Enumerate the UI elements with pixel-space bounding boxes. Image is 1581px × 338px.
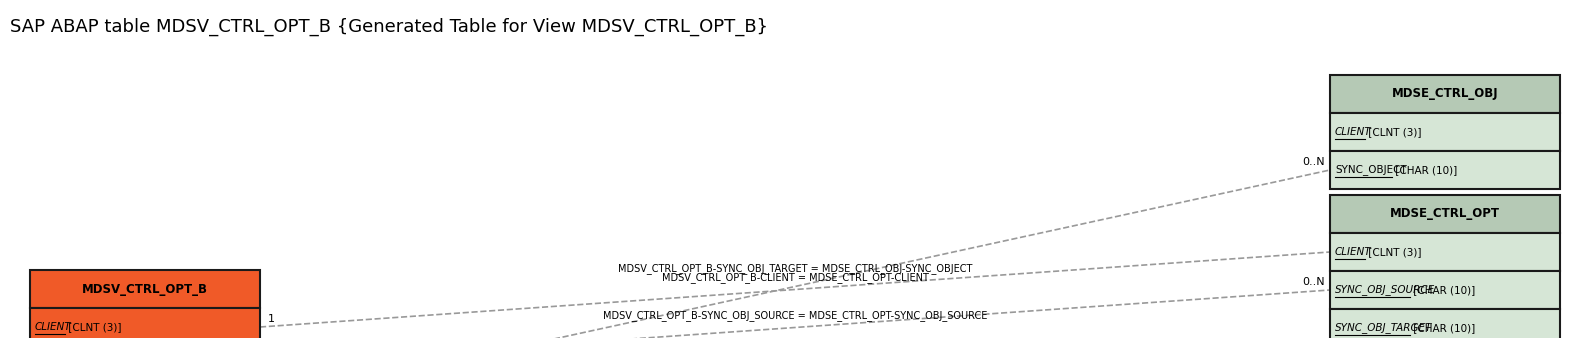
FancyBboxPatch shape — [1330, 113, 1560, 151]
Text: [CHAR (10)]: [CHAR (10)] — [1410, 285, 1475, 295]
Text: MDSE_CTRL_OBJ: MDSE_CTRL_OBJ — [1391, 88, 1499, 100]
FancyBboxPatch shape — [30, 308, 259, 338]
Text: SYNC_OBJ_TARGET: SYNC_OBJ_TARGET — [1334, 322, 1432, 334]
FancyBboxPatch shape — [1330, 233, 1560, 271]
Text: 0..N: 0..N — [1303, 157, 1325, 167]
Text: SAP ABAP table MDSV_CTRL_OPT_B {Generated Table for View MDSV_CTRL_OPT_B}: SAP ABAP table MDSV_CTRL_OPT_B {Generate… — [9, 18, 768, 36]
Text: CLIENT: CLIENT — [1334, 247, 1372, 257]
Text: [CLNT (3)]: [CLNT (3)] — [1364, 247, 1421, 257]
Text: SYNC_OBJECT: SYNC_OBJECT — [1334, 165, 1407, 175]
Text: MDSV_CTRL_OPT_B-SYNC_OBJ_SOURCE = MDSE_CTRL_OPT-SYNC_OBJ_SOURCE: MDSV_CTRL_OPT_B-SYNC_OBJ_SOURCE = MDSE_C… — [602, 310, 987, 321]
FancyBboxPatch shape — [1330, 75, 1560, 113]
Text: MDSE_CTRL_OPT: MDSE_CTRL_OPT — [1390, 208, 1500, 220]
Text: [CHAR (10)]: [CHAR (10)] — [1410, 323, 1475, 333]
FancyBboxPatch shape — [1330, 151, 1560, 189]
Text: SYNC_OBJ_SOURCE: SYNC_OBJ_SOURCE — [1334, 285, 1436, 295]
FancyBboxPatch shape — [1330, 271, 1560, 309]
Text: MDSV_CTRL_OPT_B-CLIENT = MDSE_CTRL_OPT-CLIENT: MDSV_CTRL_OPT_B-CLIENT = MDSE_CTRL_OPT-C… — [661, 272, 928, 283]
FancyBboxPatch shape — [1330, 309, 1560, 338]
FancyBboxPatch shape — [1330, 195, 1560, 233]
Text: [CLNT (3)]: [CLNT (3)] — [1364, 127, 1421, 137]
Text: [CHAR (10)]: [CHAR (10)] — [1393, 165, 1458, 175]
Text: [CLNT (3)]: [CLNT (3)] — [65, 322, 122, 332]
Text: CLIENT: CLIENT — [35, 322, 71, 332]
Text: 0..N: 0..N — [1303, 277, 1325, 287]
Text: MDSV_CTRL_OPT_B-SYNC_OBJ_TARGET = MDSE_CTRL_OBJ-SYNC_OBJECT: MDSV_CTRL_OPT_B-SYNC_OBJ_TARGET = MDSE_C… — [618, 263, 972, 274]
FancyBboxPatch shape — [30, 270, 259, 308]
Text: MDSV_CTRL_OPT_B: MDSV_CTRL_OPT_B — [82, 283, 209, 295]
Text: CLIENT: CLIENT — [1334, 127, 1372, 137]
Text: 1: 1 — [269, 314, 275, 324]
